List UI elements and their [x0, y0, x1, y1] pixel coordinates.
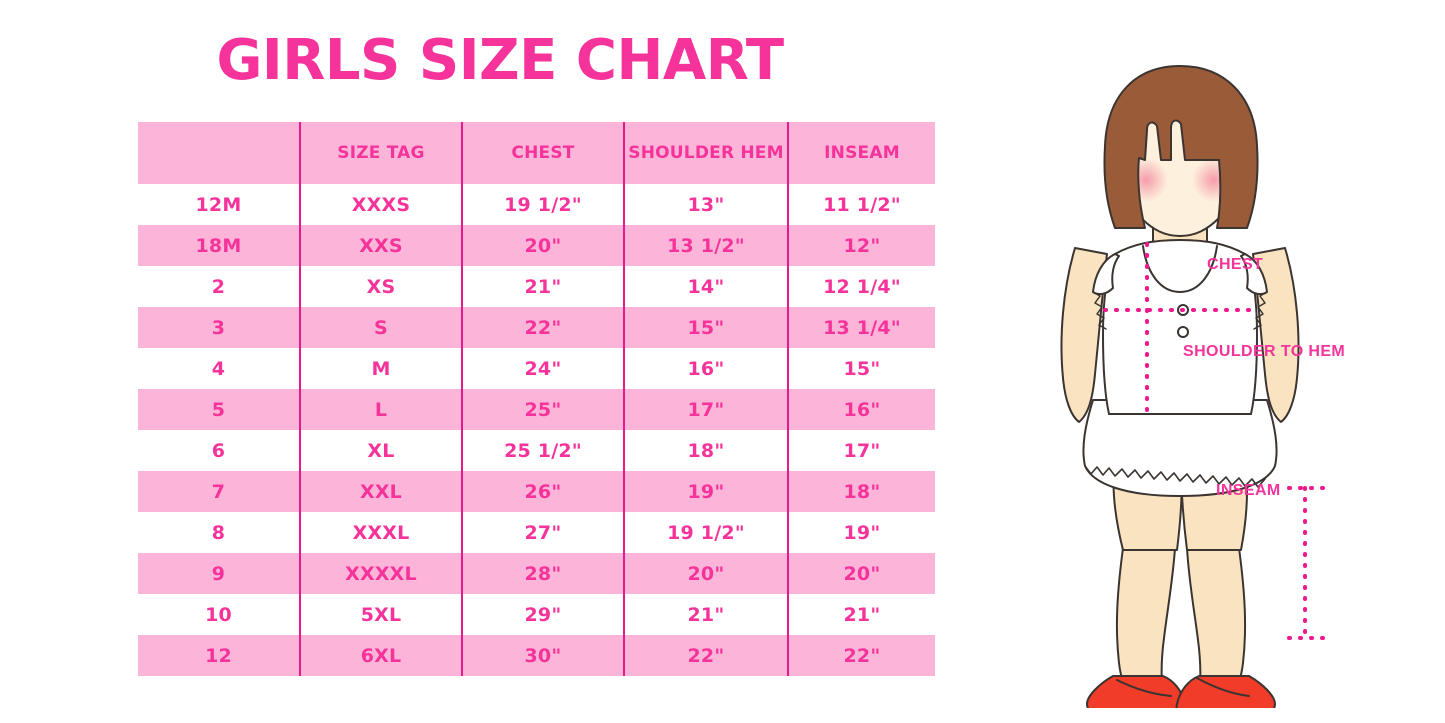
cell-shoulder-hem: 17" [623, 389, 788, 430]
cell-size-tag: XXXS [299, 184, 462, 225]
cell-size-tag: XXXXL [299, 553, 462, 594]
cell-inseam: 12" [787, 225, 935, 266]
cell-inseam: 20" [787, 553, 935, 594]
label-inseam: INSEAM [1216, 482, 1281, 499]
label-chest: CHEST [1207, 256, 1264, 273]
cell-inseam: 13 1/4" [787, 307, 935, 348]
table-row: 6 XL 25 1/2" 18" 17" [138, 430, 935, 471]
cell-chest: 26" [461, 471, 624, 512]
cell-size: 5 [138, 389, 300, 430]
cell-chest: 30" [461, 635, 624, 676]
table-row: 18M XXS 20" 13 1/2" 12" [138, 225, 935, 266]
cell-chest: 24" [461, 348, 624, 389]
table-header: SIZE TAG CHEST SHOULDER HEM INSEAM [138, 122, 935, 184]
cell-shoulder-hem: 19 1/2" [623, 512, 788, 553]
cell-shoulder-hem: 22" [623, 635, 788, 676]
cell-size-tag: 6XL [299, 635, 462, 676]
cell-chest: 25 1/2" [461, 430, 624, 471]
cell-chest: 27" [461, 512, 624, 553]
cell-size-tag: S [299, 307, 462, 348]
cell-size: 7 [138, 471, 300, 512]
cell-inseam: 11 1/2" [787, 184, 935, 225]
cell-chest: 25" [461, 389, 624, 430]
size-chart-table: SIZE TAG CHEST SHOULDER HEM INSEAM 12M XX… [138, 122, 935, 676]
page-title: GIRLS SIZE CHART [216, 28, 784, 93]
cell-chest: 20" [461, 225, 624, 266]
cell-size: 10 [138, 594, 300, 635]
column-header-size [138, 122, 300, 184]
girl-illustration [975, 48, 1445, 708]
size-chart-table-wrap: SIZE TAG CHEST SHOULDER HEM INSEAM 12M XX… [138, 122, 935, 676]
cell-chest: 21" [461, 266, 624, 307]
cell-inseam: 15" [787, 348, 935, 389]
cell-size-tag: XS [299, 266, 462, 307]
top [1092, 239, 1268, 415]
measurement-guides [1103, 242, 1325, 640]
cell-chest: 29" [461, 594, 624, 635]
table-row: 12 6XL 30" 22" 22" [138, 635, 935, 676]
skirt [1082, 399, 1278, 497]
cell-size-tag: L [299, 389, 462, 430]
table-row: 9 XXXXL 28" 20" 20" [138, 553, 935, 594]
table-row: 4 M 24" 16" 15" [138, 348, 935, 389]
cell-chest: 19 1/2" [461, 184, 624, 225]
table-row: 8 XXXL 27" 19 1/2" 19" [138, 512, 935, 553]
cell-chest: 22" [461, 307, 624, 348]
cell-size: 12M [138, 184, 300, 225]
cell-size: 9 [138, 553, 300, 594]
cell-size-tag: XL [299, 430, 462, 471]
cell-shoulder-hem: 19" [623, 471, 788, 512]
cell-size: 3 [138, 307, 300, 348]
cell-shoulder-hem: 20" [623, 553, 788, 594]
cell-shoulder-hem: 18" [623, 430, 788, 471]
cell-size-tag: M [299, 348, 462, 389]
cell-shoulder-hem: 14" [623, 266, 788, 307]
cell-chest: 28" [461, 553, 624, 594]
cell-shoulder-hem: 13 1/2" [623, 225, 788, 266]
cell-shoulder-hem: 16" [623, 348, 788, 389]
cell-inseam: 12 1/4" [787, 266, 935, 307]
table-row: 2 XS 21" 14" 12 1/4" [138, 266, 935, 307]
table-row: 5 L 25" 17" 16" [138, 389, 935, 430]
cell-size: 18M [138, 225, 300, 266]
cell-shoulder-hem: 13" [623, 184, 788, 225]
shoes [1086, 675, 1276, 708]
column-header-inseam: INSEAM [787, 122, 935, 184]
table-header-row: SIZE TAG CHEST SHOULDER HEM INSEAM [138, 122, 935, 184]
cell-shoulder-hem: 15" [623, 307, 788, 348]
label-shoulder-to-hem: SHOULDER TO HEM [1183, 343, 1346, 360]
cell-size: 6 [138, 430, 300, 471]
column-header-chest: CHEST [461, 122, 624, 184]
cell-inseam: 17" [787, 430, 935, 471]
column-header-size-tag: SIZE TAG [299, 122, 462, 184]
cell-size-tag: XXXL [299, 512, 462, 553]
cell-size-tag: XXL [299, 471, 462, 512]
cell-inseam: 19" [787, 512, 935, 553]
head [1103, 65, 1259, 237]
cell-inseam: 21" [787, 594, 935, 635]
cell-size-tag: 5XL [299, 594, 462, 635]
cell-size: 2 [138, 266, 300, 307]
cell-size: 4 [138, 348, 300, 389]
cell-size: 12 [138, 635, 300, 676]
table-row: 7 XXL 26" 19" 18" [138, 471, 935, 512]
table-row: 10 5XL 29" 21" 21" [138, 594, 935, 635]
cell-inseam: 16" [787, 389, 935, 430]
table-body: 12M XXXS 19 1/2" 13" 11 1/2" 18M XXS 20" 13 1/2"… [138, 184, 935, 676]
table-row: 12M XXXS 19 1/2" 13" 11 1/2" [138, 184, 935, 225]
column-header-shoulder-hem: SHOULDER HEM [623, 122, 788, 184]
table-row: 3 S 22" 15" 13 1/4" [138, 307, 935, 348]
cell-shoulder-hem: 21" [623, 594, 788, 635]
cell-inseam: 22" [787, 635, 935, 676]
cell-size-tag: XXS [299, 225, 462, 266]
cell-size: 8 [138, 512, 300, 553]
cell-inseam: 18" [787, 471, 935, 512]
